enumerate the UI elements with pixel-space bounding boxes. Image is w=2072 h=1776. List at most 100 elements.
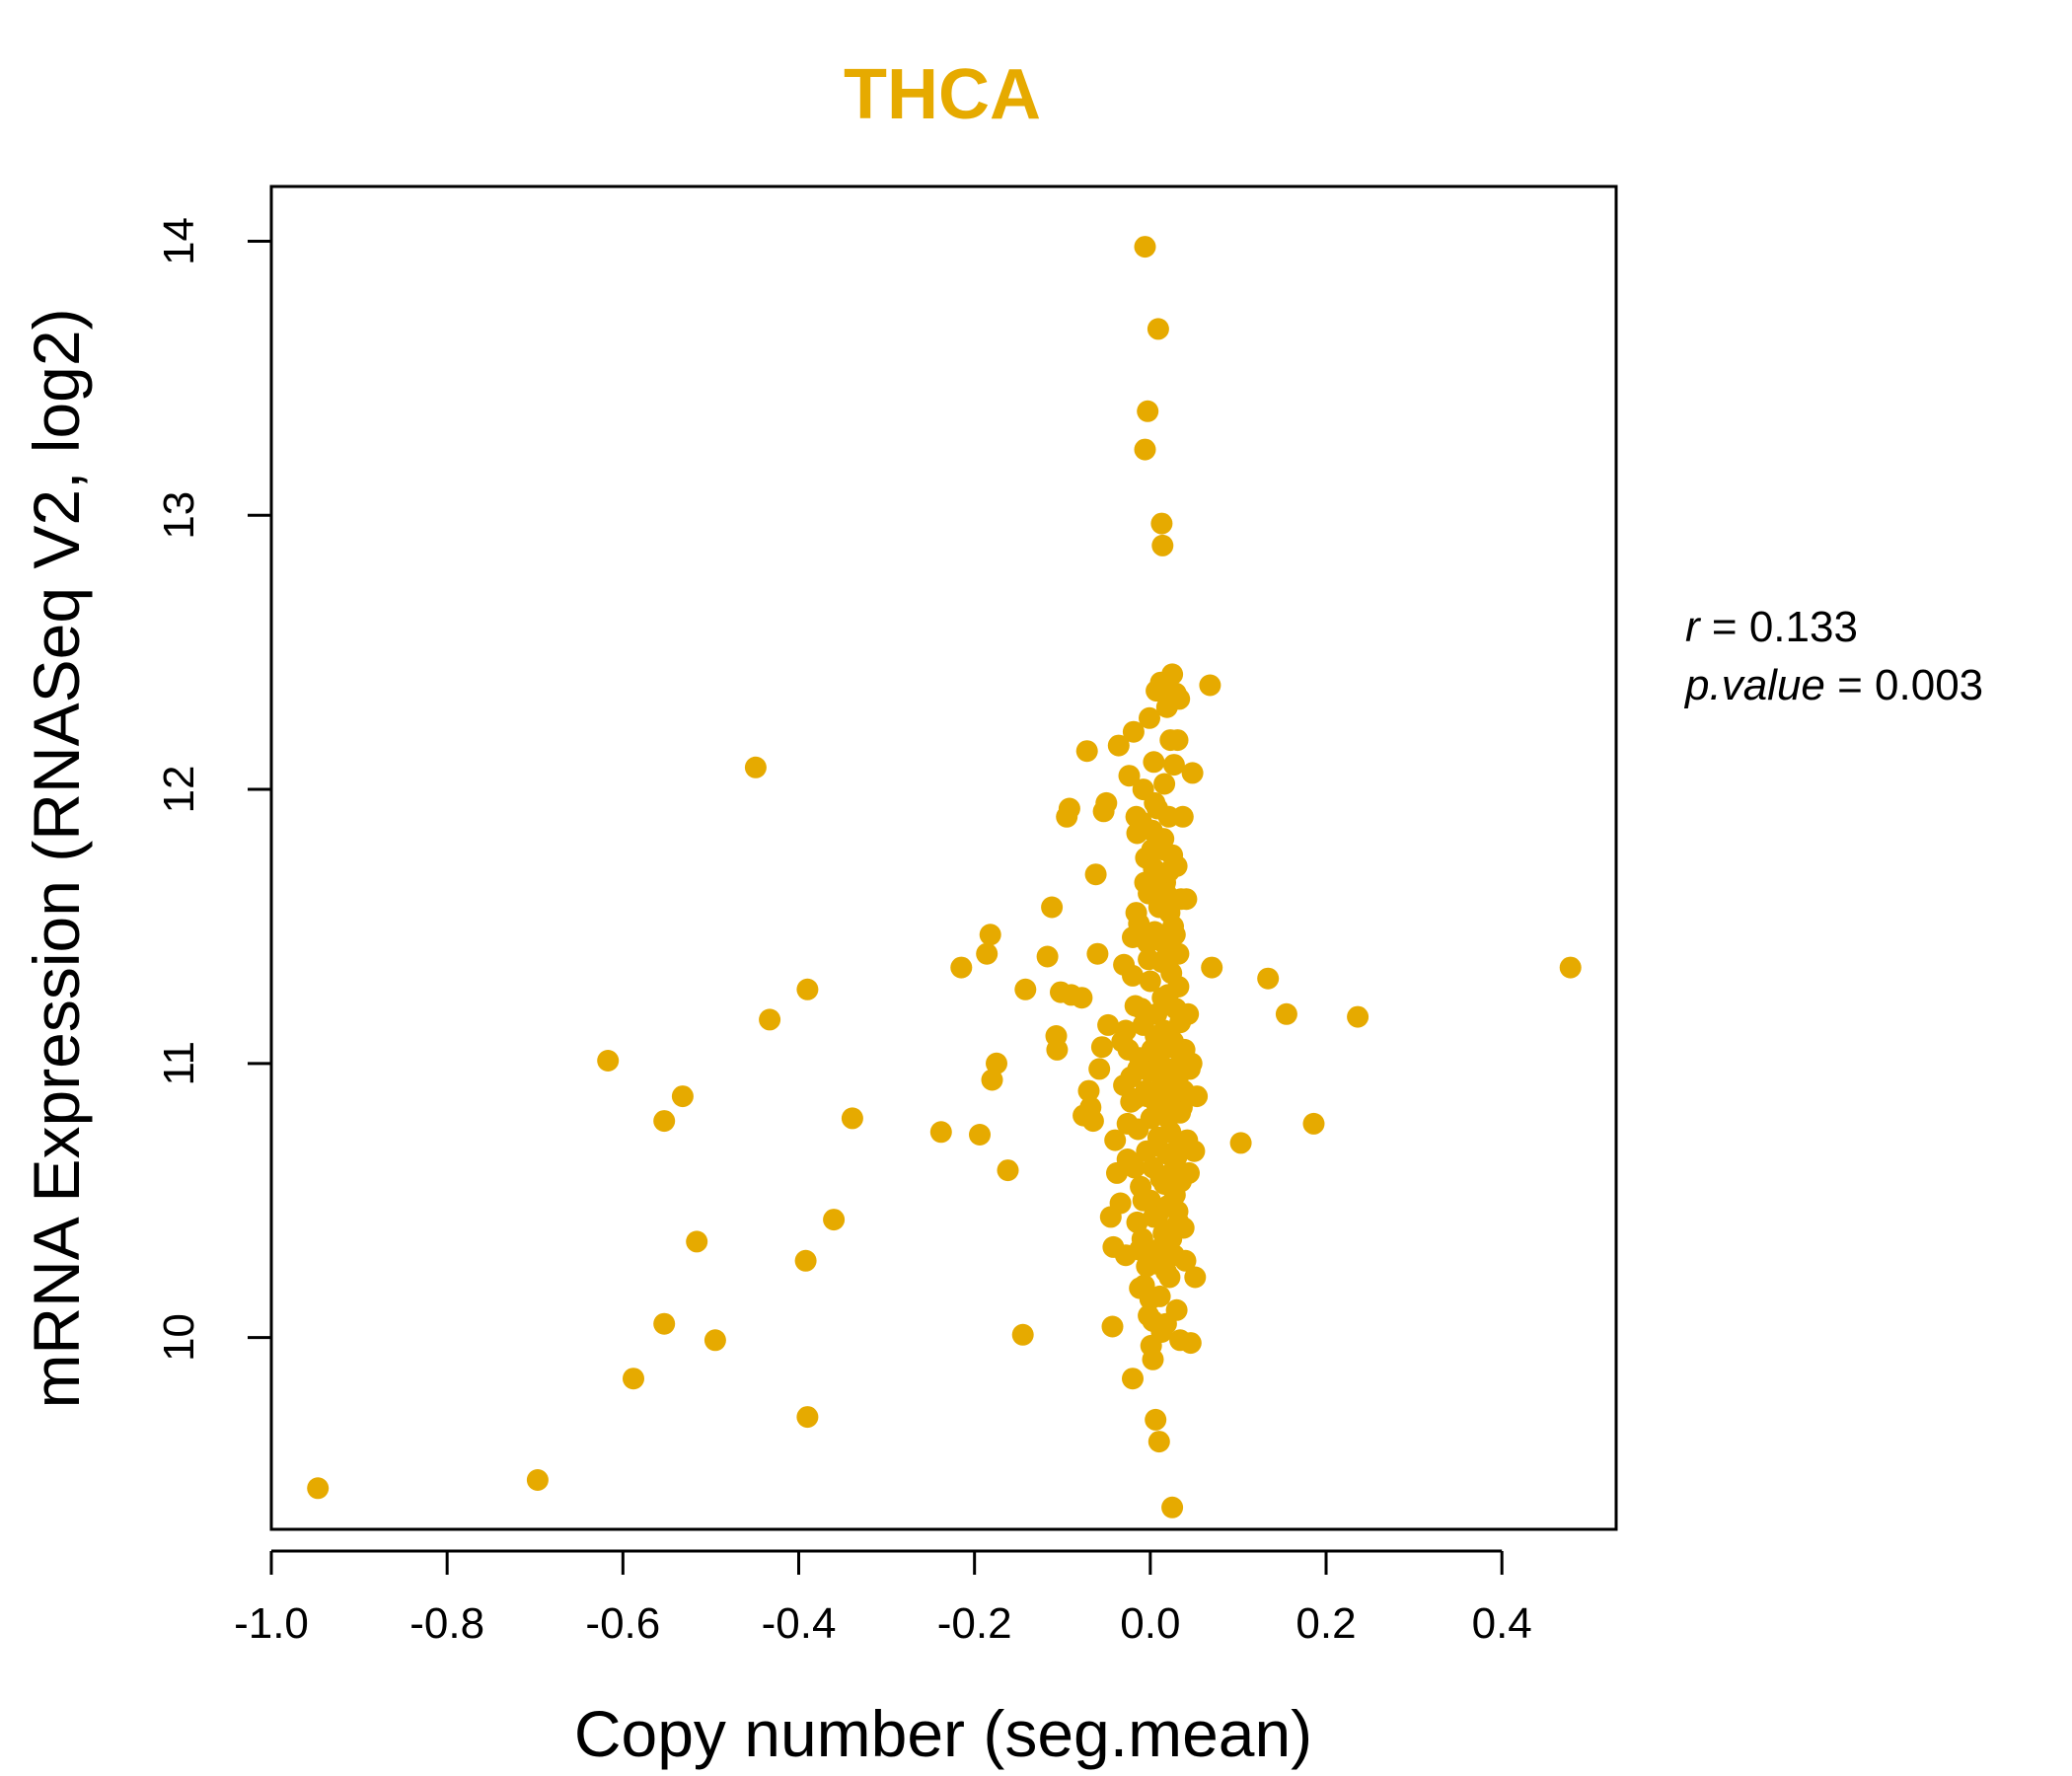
points-layer <box>307 236 1582 1518</box>
data-point <box>1127 823 1148 845</box>
data-point <box>1122 926 1144 948</box>
data-point <box>1014 979 1036 1000</box>
data-point <box>976 943 998 965</box>
data-point <box>1182 762 1204 783</box>
data-point <box>1173 1080 1195 1102</box>
data-point <box>1046 1039 1068 1061</box>
x-axis-title: Copy number (seg.mean) <box>574 1697 1312 1770</box>
data-point <box>1347 1006 1369 1028</box>
data-point <box>1153 774 1175 795</box>
data-point <box>1041 897 1063 919</box>
y-axis: 10 11 12 13 14 <box>155 217 271 1362</box>
data-point <box>1167 943 1189 965</box>
data-point <box>1110 1193 1132 1215</box>
data-point <box>1150 1080 1172 1102</box>
data-point <box>1168 688 1190 709</box>
data-point <box>1257 968 1279 990</box>
data-point <box>686 1230 707 1252</box>
data-point <box>745 757 767 778</box>
y-tick-label: 14 <box>155 217 203 265</box>
data-point <box>1127 1058 1148 1079</box>
data-point <box>1201 957 1222 979</box>
p-equals: = <box>1825 661 1875 709</box>
data-point <box>1148 1431 1170 1452</box>
data-point <box>796 1406 818 1428</box>
data-point <box>1143 1349 1164 1370</box>
data-point <box>1560 957 1582 979</box>
data-point <box>1147 1135 1168 1156</box>
data-point <box>1135 872 1156 894</box>
data-point <box>1102 1316 1124 1338</box>
y-tick-label: 11 <box>155 1041 203 1086</box>
data-point <box>1088 1058 1110 1079</box>
data-point <box>1126 902 1147 924</box>
data-point <box>1303 1113 1325 1135</box>
x-tick-label: -1.0 <box>234 1599 309 1648</box>
data-point <box>1059 798 1080 820</box>
data-point <box>1143 1206 1164 1227</box>
p-value: 0.003 <box>1875 661 1983 709</box>
data-point <box>1276 1003 1297 1025</box>
x-tick-label: 0.2 <box>1295 1599 1356 1648</box>
data-point <box>1163 754 1185 776</box>
data-point <box>796 979 818 1000</box>
y-tick-label: 13 <box>155 491 203 540</box>
data-point <box>980 924 1001 945</box>
data-point <box>1012 1324 1034 1346</box>
data-point <box>1085 863 1107 885</box>
x-tick-label: -0.8 <box>409 1599 484 1648</box>
data-point <box>1150 1321 1172 1343</box>
data-point <box>623 1368 644 1389</box>
data-point <box>1184 1267 1206 1289</box>
data-point <box>1135 236 1156 258</box>
data-point <box>1162 916 1184 937</box>
data-point <box>823 1209 845 1230</box>
x-tick-label: 0.4 <box>1472 1599 1532 1648</box>
plot-frame <box>271 186 1616 1529</box>
data-point <box>1076 740 1098 762</box>
data-point <box>307 1477 329 1499</box>
x-tick-label: -0.4 <box>762 1599 837 1648</box>
data-point <box>1171 1047 1193 1069</box>
x-axis: -1.0 -0.8 -0.6 -0.4 -0.2 0.0 0.2 0.4 <box>234 1551 1532 1648</box>
y-tick-label: 10 <box>155 1313 203 1362</box>
data-point <box>1166 1299 1188 1321</box>
y-tick-label: 12 <box>155 766 203 814</box>
data-point <box>1071 987 1092 1008</box>
data-point <box>1166 1146 1188 1167</box>
p-value-annotation: p.value = 0.003 <box>1683 661 1983 709</box>
data-point <box>795 1250 817 1272</box>
data-point <box>1158 860 1180 882</box>
r-equals: = <box>1700 603 1749 651</box>
data-point <box>1147 318 1169 339</box>
data-point <box>597 1050 619 1072</box>
data-point <box>930 1121 952 1143</box>
data-point <box>759 1008 780 1030</box>
y-axis-title: mRNA Expression (RNASeq V2, log2) <box>20 308 93 1408</box>
data-point <box>1138 948 1159 970</box>
x-tick-label: -0.2 <box>937 1599 1012 1648</box>
data-point <box>672 1085 694 1107</box>
data-point <box>1151 535 1173 556</box>
data-point <box>1086 943 1108 965</box>
data-point <box>1147 1239 1168 1261</box>
data-point <box>969 1124 991 1146</box>
data-point <box>1167 1201 1189 1222</box>
data-point <box>1117 1113 1139 1135</box>
data-point <box>1118 1039 1140 1061</box>
data-point <box>1143 751 1164 773</box>
data-point <box>1172 806 1194 828</box>
data-point <box>1167 729 1189 751</box>
p-label: p.value <box>1683 661 1825 709</box>
chart-title: THCA <box>844 55 1041 134</box>
scatter-chart: THCA -1.0 -0.8 -0.6 -0.4 -0.2 0.0 0.2 0.4 10111… <box>0 0 2072 1776</box>
data-point <box>998 1159 1019 1181</box>
data-point <box>1150 513 1172 535</box>
data-point <box>1135 439 1156 461</box>
data-point <box>1037 946 1059 968</box>
correlation-annotation: r = 0.133 <box>1685 603 1858 651</box>
data-point <box>1137 401 1158 422</box>
data-point <box>1199 675 1221 697</box>
data-point <box>1122 1368 1144 1389</box>
data-point <box>1161 663 1183 685</box>
